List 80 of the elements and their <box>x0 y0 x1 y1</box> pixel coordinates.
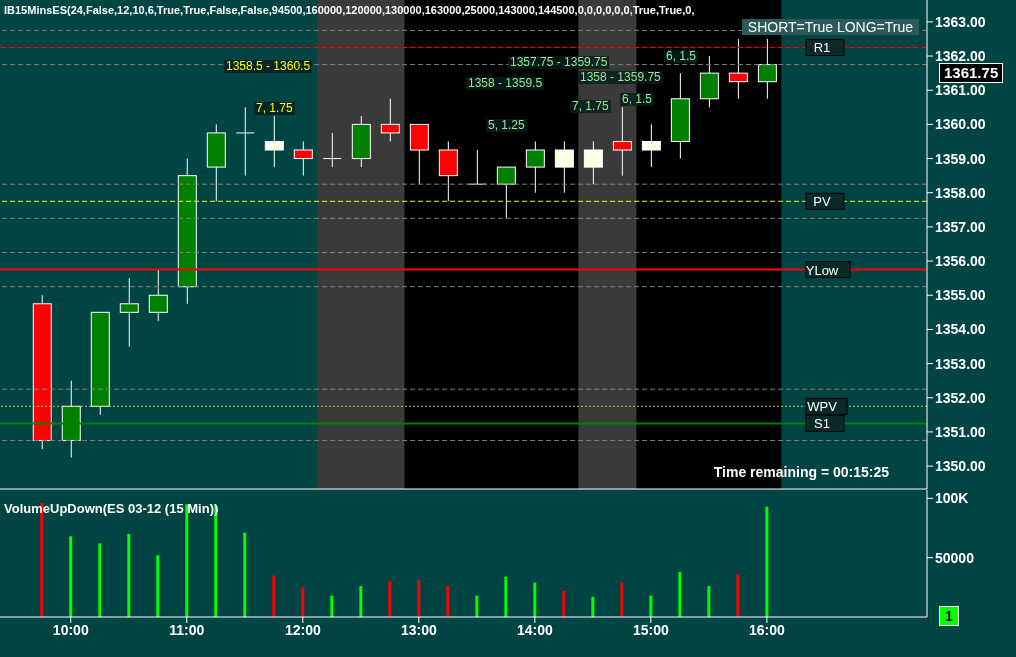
bar <box>301 587 305 617</box>
x-tick-label: 12:00 <box>284 621 321 638</box>
bar <box>475 595 479 617</box>
y-tick-label: 1359.00 <box>935 150 986 167</box>
y-tick-label: 1363.00 <box>935 13 986 30</box>
bar <box>69 536 73 617</box>
bar <box>504 576 508 617</box>
bar <box>678 571 682 617</box>
x-tick-label: 13:00 <box>400 621 437 638</box>
y-tick-label: 100K <box>935 490 969 507</box>
x-tick-label: 16:00 <box>748 621 786 638</box>
ref-line-label: WPV <box>807 399 838 415</box>
y-tick-label: 1350.00 <box>935 458 986 475</box>
candlestick <box>612 106 632 177</box>
bar <box>736 574 740 617</box>
ref-line-label: YLow <box>805 262 839 278</box>
bar <box>707 586 711 617</box>
bar <box>388 581 392 617</box>
candlestick <box>525 140 545 194</box>
candlestick <box>641 123 661 168</box>
y-tick-label: 1361.00 <box>935 82 986 99</box>
x-tick-label: 15:00 <box>632 621 669 638</box>
annotation: SHORT=True LONG=True <box>741 19 919 35</box>
candlestick <box>119 277 139 347</box>
x-tick-label: 14:00 <box>516 621 553 638</box>
y-tick-label: 1354.00 <box>935 321 986 338</box>
bar <box>533 582 537 617</box>
y-tick-label: 1353.00 <box>935 355 986 372</box>
y-tick-label: 1352.00 <box>935 389 986 406</box>
y-tick-label: 1360.00 <box>935 116 986 133</box>
candlestick <box>496 166 516 219</box>
y-tick-label: 1355.00 <box>935 287 986 304</box>
annotation: 1358 - 1359.5 <box>466 76 545 90</box>
ref-line-label: S1 <box>814 416 830 432</box>
candlestick <box>235 106 255 177</box>
bar <box>243 532 247 617</box>
y-tick-label: 1358.00 <box>935 184 986 201</box>
ref-line-label: R1 <box>813 40 831 56</box>
x-tick-label: 11:00 <box>169 621 205 638</box>
annotation: 1358.5 - 1360.5 <box>224 59 313 73</box>
bar <box>127 533 131 617</box>
bar <box>591 596 595 617</box>
candlestick <box>757 38 777 100</box>
candlestick <box>583 140 603 185</box>
bar <box>620 582 624 617</box>
bar <box>98 543 102 617</box>
annotation: 1357.75 - 1359.75 <box>508 55 610 69</box>
annotation: 7, 1.75 <box>570 99 611 113</box>
annotation: 5, 1.25 <box>486 118 527 132</box>
candlestick <box>293 140 313 177</box>
bar <box>272 575 276 617</box>
bar <box>330 595 334 617</box>
bar <box>185 504 189 617</box>
y-tick-label: 1351.00 <box>935 423 986 440</box>
candlestick <box>264 115 284 168</box>
annotation: 6, 1.5 <box>620 92 655 106</box>
ref-line-label: PV <box>813 194 831 210</box>
candlestick <box>380 98 400 142</box>
y-tick-label: 1357.00 <box>935 218 986 235</box>
annotation: 1358 - 1359.75 <box>578 70 663 84</box>
bar <box>359 586 363 617</box>
y-tick-label: 50000 <box>935 549 975 566</box>
bar <box>156 555 160 617</box>
candlestick <box>148 269 168 322</box>
x-tick-label: 10:00 <box>52 621 89 638</box>
candlestick <box>322 132 342 168</box>
annotation: 6, 1.5 <box>664 49 699 63</box>
text: 1361.75 <box>939 63 1004 83</box>
bar <box>446 586 450 617</box>
bar <box>417 580 421 617</box>
bar <box>562 590 566 617</box>
annotation: Time remaining = 00:15:25 <box>713 464 889 480</box>
y-tick-label: 1356.00 <box>935 253 986 270</box>
y-tick-label: 1362.00 <box>935 48 986 65</box>
chart-title: IB15MinsES(24,False,12,10,6,True,True,False,False,94500,160000,120000,130000,163000,25000,143000,144500,0,0,0,0,0,0,True,True,0, <box>4 3 696 17</box>
annotation: 7, 1.75 <box>254 101 295 115</box>
text: 1 <box>939 606 959 626</box>
bar <box>649 595 653 617</box>
candlestick <box>554 140 574 194</box>
bar <box>765 506 769 617</box>
